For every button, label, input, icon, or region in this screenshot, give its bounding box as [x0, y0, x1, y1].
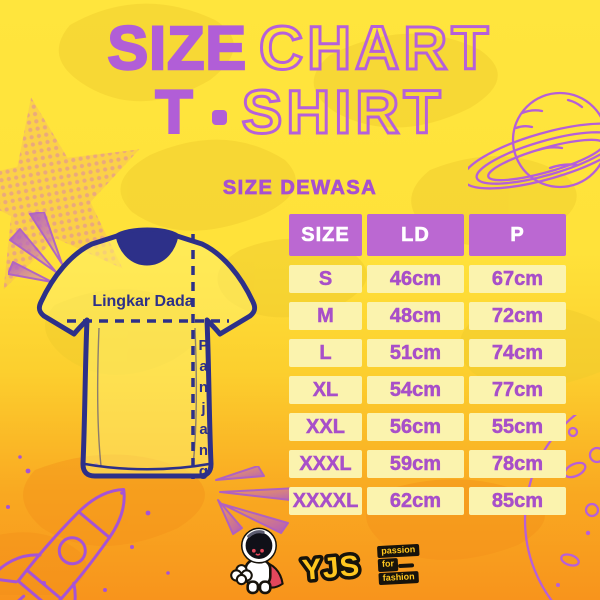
table-cell: 56cm	[367, 413, 464, 441]
title-dash-square	[211, 110, 227, 125]
table-cell: XXXL	[289, 450, 362, 478]
length-measure-label: Panjang	[195, 337, 212, 484]
tshirt-illustration	[36, 227, 258, 479]
table-cell: XXL	[289, 413, 362, 441]
title-shirt-text: SHIRT	[240, 78, 445, 146]
poster-title: SIZE CHART T SHIRT	[0, 16, 600, 144]
table-cell: M	[289, 302, 362, 330]
tagline-word: fashion	[378, 571, 420, 586]
table-cell: 67cm	[469, 265, 566, 293]
table-cell: 55cm	[469, 413, 566, 441]
table-cell: 54cm	[367, 376, 464, 404]
title-size-text: SIZE	[106, 14, 248, 82]
table-cell: 85cm	[469, 487, 566, 515]
table-cell: 62cm	[367, 487, 464, 515]
table-cell: 77cm	[469, 376, 566, 404]
tshirt-diagram: Lingkar Dada Panjang	[25, 227, 270, 487]
tshirt-body	[36, 227, 258, 479]
size-table: SIZE LD P S 46cm 67cm M 48cm 72cm L 51cm…	[289, 214, 566, 515]
table-cell: 74cm	[469, 339, 566, 367]
table-cell: S	[289, 265, 362, 293]
table-cell: L	[289, 339, 362, 367]
brand-tagline: passion for fashion	[377, 544, 421, 586]
brand-name-graphic: YJS	[297, 546, 364, 590]
tshirt-hem-line	[84, 462, 210, 471]
brand-name-text: YJS	[301, 549, 361, 586]
title-t-text: T	[154, 78, 194, 146]
tshirt-wrinkles	[96, 327, 198, 467]
brand-logo: YJS passion for fashion	[228, 524, 420, 596]
tagline-word: for	[377, 558, 399, 573]
table-cell: 51cm	[367, 339, 464, 367]
title-line-2: T SHIRT	[0, 80, 600, 144]
title-chart-text: CHART	[258, 14, 493, 82]
table-header-p: P	[469, 214, 566, 256]
table-header-size: SIZE	[289, 214, 362, 256]
poster-subtitle: SIZE DEWASA	[222, 177, 378, 200]
table-cell: 72cm	[469, 302, 566, 330]
tshirt-collar	[115, 228, 179, 266]
table-cell: XXXXL	[289, 487, 362, 515]
table-cell: 59cm	[367, 450, 464, 478]
tagline-word: passion	[377, 544, 420, 559]
table-header-ld: LD	[367, 214, 464, 256]
table-cell: 46cm	[367, 265, 464, 293]
astronaut-mascot-icon	[230, 527, 284, 595]
table-cell: 78cm	[469, 450, 566, 478]
table-cell: XL	[289, 376, 362, 404]
table-cell: 48cm	[367, 302, 464, 330]
chest-measure-label: Lingkar Dada	[92, 293, 194, 310]
title-line-1: SIZE CHART	[0, 16, 600, 80]
